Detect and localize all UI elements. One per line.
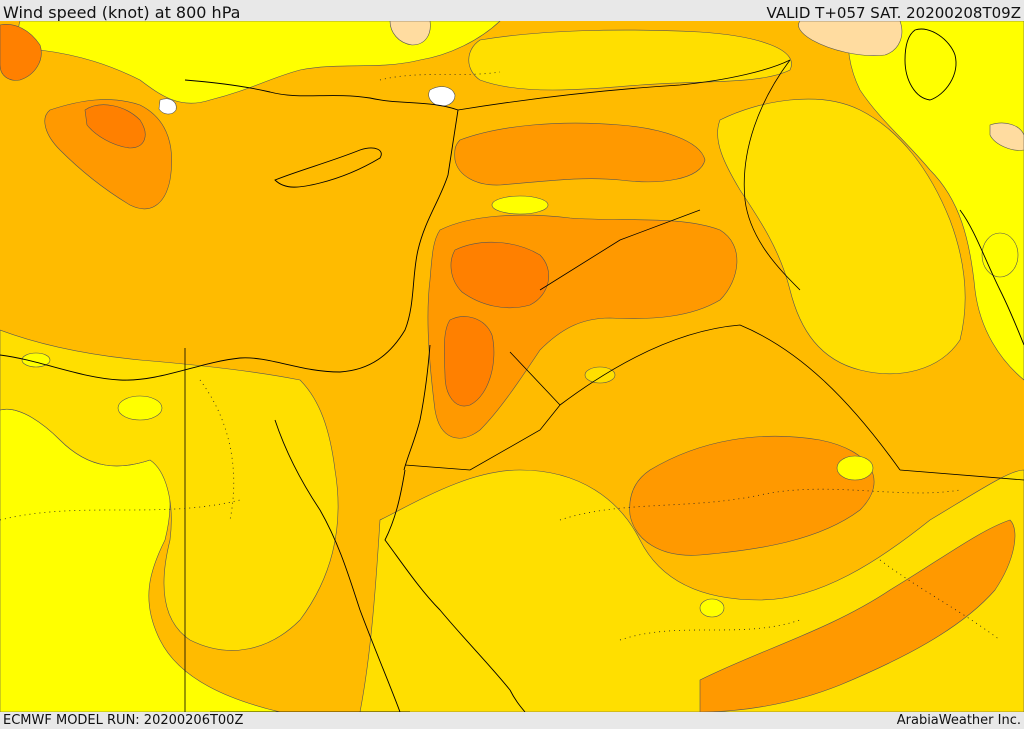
dotted-boundaries	[0, 71, 1001, 641]
patch-still-aegean	[158, 98, 177, 115]
coast-gulf	[959, 209, 1024, 346]
patch-calm-east	[989, 122, 1024, 151]
coast-gulf-aqaba	[403, 344, 431, 471]
patch-calm-north	[798, 21, 903, 56]
border-jordan-saudi	[404, 351, 561, 471]
header-bar: Wind speed (knot) at 800 hPa VALID T+057…	[0, 0, 1024, 22]
wind-speed-map	[0, 21, 1024, 712]
border-syria-turkey	[457, 59, 791, 111]
patch-still	[428, 86, 456, 107]
band-low-turkey	[468, 29, 792, 91]
coast-anatolia	[184, 79, 459, 111]
coast-red-sea-west	[274, 419, 401, 712]
band-lowest-east	[847, 21, 1024, 381]
border-iraq-iran	[743, 59, 801, 291]
band-high-southeast	[699, 519, 1016, 712]
map-title: Wind speed (knot) at 800 hPa	[3, 3, 241, 22]
border-iraq-saudi	[559, 324, 901, 471]
coast-red-sea-east	[384, 469, 526, 712]
footer-bar: ECMWF MODEL RUN: 20200206T00Z ArabiaWeat…	[0, 712, 1024, 729]
coast-north-africa	[0, 109, 459, 381]
border-saudi-kuwait	[899, 469, 1024, 481]
border-syria-iraq	[539, 209, 701, 291]
band-high-syria	[454, 122, 706, 186]
coast-caspian	[904, 28, 957, 101]
islet-6	[491, 195, 549, 215]
coast-cyprus	[274, 147, 382, 188]
islet-2	[117, 395, 163, 421]
band-high-saudi	[629, 436, 875, 556]
valid-time-label: VALID T+057 SAT. 20200208T09Z	[766, 4, 1021, 22]
islet-5	[584, 366, 616, 384]
islet-1	[21, 352, 51, 368]
band-low-egypt	[0, 329, 339, 651]
borders	[184, 59, 1024, 712]
credit-label: ArabiaWeather Inc.	[896, 713, 1021, 728]
patch-calm-nw	[389, 21, 431, 46]
islet-3	[836, 455, 874, 481]
band-higher-aegean	[84, 104, 146, 149]
coastlines	[0, 28, 1024, 712]
band-low-iraq	[717, 98, 966, 375]
band-higher-nw	[0, 24, 42, 81]
islet-4	[699, 598, 725, 618]
band-higher-jordan-south	[443, 316, 495, 407]
model-run-label: ECMWF MODEL RUN: 20200206T00Z	[3, 713, 244, 728]
band-higher-jordan	[450, 241, 549, 308]
band-lowest-north	[18, 21, 501, 104]
islet-7	[981, 232, 1019, 278]
